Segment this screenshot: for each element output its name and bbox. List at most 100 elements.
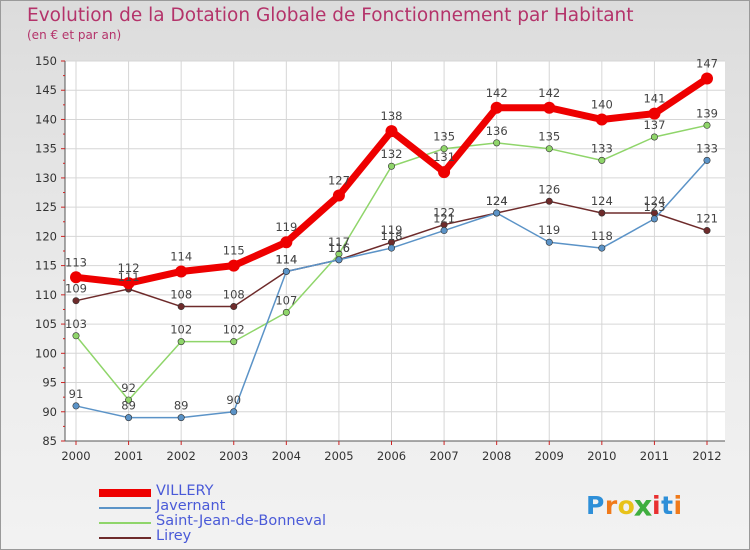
data-label-lirey: 126 xyxy=(538,182,560,196)
data-point-villery xyxy=(648,107,661,120)
data-point-saint-jean-de-bonneval xyxy=(177,338,185,346)
y-tick-label: 125 xyxy=(35,200,57,214)
data-label-villery: 138 xyxy=(381,109,403,123)
chart-title: Evolution de la Dotation Globale de Fonc… xyxy=(27,5,634,26)
x-tick-label: 2006 xyxy=(377,449,406,463)
data-label-lirey: 108 xyxy=(223,288,245,302)
y-tick-label: 115 xyxy=(35,259,57,273)
legend-swatch xyxy=(99,522,151,524)
data-label-saint-jean-de-bonneval: 139 xyxy=(696,106,718,120)
data-point-villery xyxy=(280,236,293,249)
data-point-saint-jean-de-bonneval xyxy=(703,121,711,129)
data-label-saint-jean-de-bonneval: 107 xyxy=(275,293,297,307)
data-point-villery xyxy=(70,271,82,284)
data-label-lirey: 114 xyxy=(275,252,297,266)
y-tick-label: 95 xyxy=(42,376,57,390)
x-tick-label: 2001 xyxy=(114,449,143,463)
x-tick-label: 2008 xyxy=(482,449,511,463)
data-label-villery: 113 xyxy=(65,255,87,269)
logo-letter: o xyxy=(617,491,636,520)
data-point-lirey xyxy=(177,303,185,311)
data-point-villery xyxy=(122,277,135,290)
data-label-javernant: 116 xyxy=(328,241,350,255)
data-label-villery: 147 xyxy=(696,57,718,71)
data-point-saint-jean-de-bonneval xyxy=(72,332,80,340)
data-point-javernant xyxy=(650,215,658,223)
y-tick-label: 120 xyxy=(35,229,57,243)
data-point-saint-jean-de-bonneval xyxy=(230,338,238,346)
data-label-javernant: 121 xyxy=(433,212,455,226)
logo-letter: i xyxy=(673,491,683,520)
data-point-javernant xyxy=(125,414,133,422)
data-label-lirey: 116 xyxy=(328,241,350,255)
data-point-javernant xyxy=(387,244,395,252)
data-point-lirey xyxy=(598,209,606,217)
logo-letter: x xyxy=(634,488,654,523)
data-label-villery: 114 xyxy=(170,249,192,263)
legend-label: VILLERY xyxy=(156,483,214,499)
data-label-saint-jean-de-bonneval: 102 xyxy=(170,323,192,337)
data-label-lirey: 108 xyxy=(170,288,192,302)
data-label-javernant: 133 xyxy=(696,141,718,155)
data-point-villery xyxy=(543,101,556,114)
y-tick-label: 135 xyxy=(35,142,57,156)
data-point-javernant xyxy=(282,267,290,275)
y-tick-label: 105 xyxy=(35,317,57,331)
x-tick-label: 2010 xyxy=(587,449,616,463)
data-point-villery xyxy=(490,101,503,114)
data-point-javernant xyxy=(703,156,711,164)
data-point-villery xyxy=(385,125,398,138)
y-tick-label: 140 xyxy=(35,112,57,126)
legend-swatch xyxy=(99,537,151,539)
data-label-saint-jean-de-bonneval: 135 xyxy=(433,130,455,144)
data-label-javernant: 90 xyxy=(226,393,241,407)
data-point-saint-jean-de-bonneval xyxy=(282,308,290,316)
legend-label: Saint-Jean-de-Bonneval xyxy=(156,513,326,529)
legend-label: Lirey xyxy=(156,528,192,544)
data-label-lirey: 111 xyxy=(118,270,140,284)
x-tick-label: 2003 xyxy=(219,449,248,463)
data-label-javernant: 124 xyxy=(486,194,508,208)
data-point-villery xyxy=(332,189,345,202)
legend-swatch xyxy=(99,507,151,509)
x-tick-label: 2005 xyxy=(324,449,353,463)
data-label-javernant: 91 xyxy=(69,387,84,401)
data-point-javernant xyxy=(335,256,343,264)
data-label-villery: 131 xyxy=(433,150,455,164)
data-label-villery: 140 xyxy=(591,97,613,111)
data-label-lirey: 124 xyxy=(643,194,665,208)
data-point-lirey xyxy=(703,227,711,235)
data-point-saint-jean-de-bonneval xyxy=(598,156,606,164)
data-label-villery: 119 xyxy=(275,220,297,234)
data-point-javernant xyxy=(545,238,553,246)
proxiti-logo: Proxiti xyxy=(586,488,683,523)
data-label-javernant: 89 xyxy=(174,399,189,413)
data-point-lirey xyxy=(72,297,80,305)
data-label-saint-jean-de-bonneval: 135 xyxy=(538,130,560,144)
x-tick-label: 2004 xyxy=(272,449,301,463)
data-label-lirey: 109 xyxy=(65,282,87,296)
data-label-lirey: 124 xyxy=(591,194,613,208)
data-label-villery: 141 xyxy=(643,92,665,106)
data-label-saint-jean-de-bonneval: 132 xyxy=(381,147,403,161)
chart-subtitle: (en € et par an) xyxy=(27,28,122,42)
data-label-saint-jean-de-bonneval: 103 xyxy=(65,317,87,331)
data-label-lirey: 121 xyxy=(696,212,718,226)
y-tick-label: 90 xyxy=(42,405,57,419)
data-label-javernant: 119 xyxy=(538,223,560,237)
data-point-villery xyxy=(175,265,188,278)
y-tick-label: 145 xyxy=(35,83,57,97)
data-label-lirey: 122 xyxy=(433,206,455,220)
data-label-saint-jean-de-bonneval: 136 xyxy=(486,124,508,138)
data-label-villery: 127 xyxy=(328,173,350,187)
logo-letter: i xyxy=(652,491,662,520)
data-point-javernant xyxy=(493,209,501,217)
data-label-villery: 115 xyxy=(223,244,245,258)
data-label-villery: 142 xyxy=(538,86,560,100)
data-point-javernant xyxy=(440,227,448,235)
y-tick-label: 85 xyxy=(42,434,57,448)
x-tick-label: 2009 xyxy=(535,449,564,463)
data-label-saint-jean-de-bonneval: 102 xyxy=(223,323,245,337)
